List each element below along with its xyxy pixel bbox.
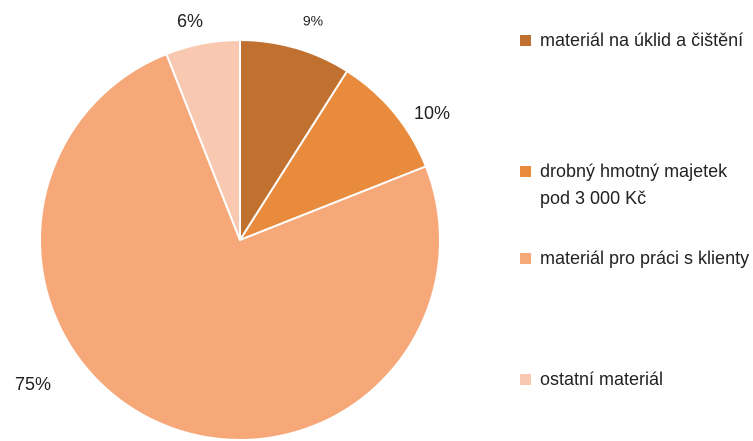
pie-slice	[237, 69, 428, 243]
legend-item: drobný hmotný majetek pod 3 000 Kč	[520, 158, 750, 212]
legend-item: ostatní materiál	[520, 366, 750, 393]
legend-swatch	[520, 374, 531, 385]
pie-slice	[165, 38, 241, 241]
pie-slice	[239, 38, 349, 244]
legend-item: materiál pro práci s klienty	[520, 245, 750, 272]
legend-label: materiál pro práci s klienty	[540, 248, 750, 268]
pie-slice	[39, 52, 441, 441]
legend-swatch	[520, 35, 531, 46]
data-label: 9%	[303, 13, 323, 29]
legend-item: materiál na úklid a čištění	[520, 27, 750, 54]
legend-swatch	[520, 253, 531, 264]
pie-area: 9% 10% 75% 6%	[15, 11, 450, 441]
data-label: 6%	[177, 11, 203, 31]
legend-swatch	[520, 166, 531, 177]
legend-label: drobný hmotný majetek pod 3 000 Kč	[540, 161, 728, 208]
legend-label: ostatní materiál	[540, 369, 664, 389]
data-label: 10%	[414, 103, 450, 123]
legend-label: materiál na úklid a čištění	[540, 30, 744, 50]
data-label: 75%	[15, 374, 51, 394]
